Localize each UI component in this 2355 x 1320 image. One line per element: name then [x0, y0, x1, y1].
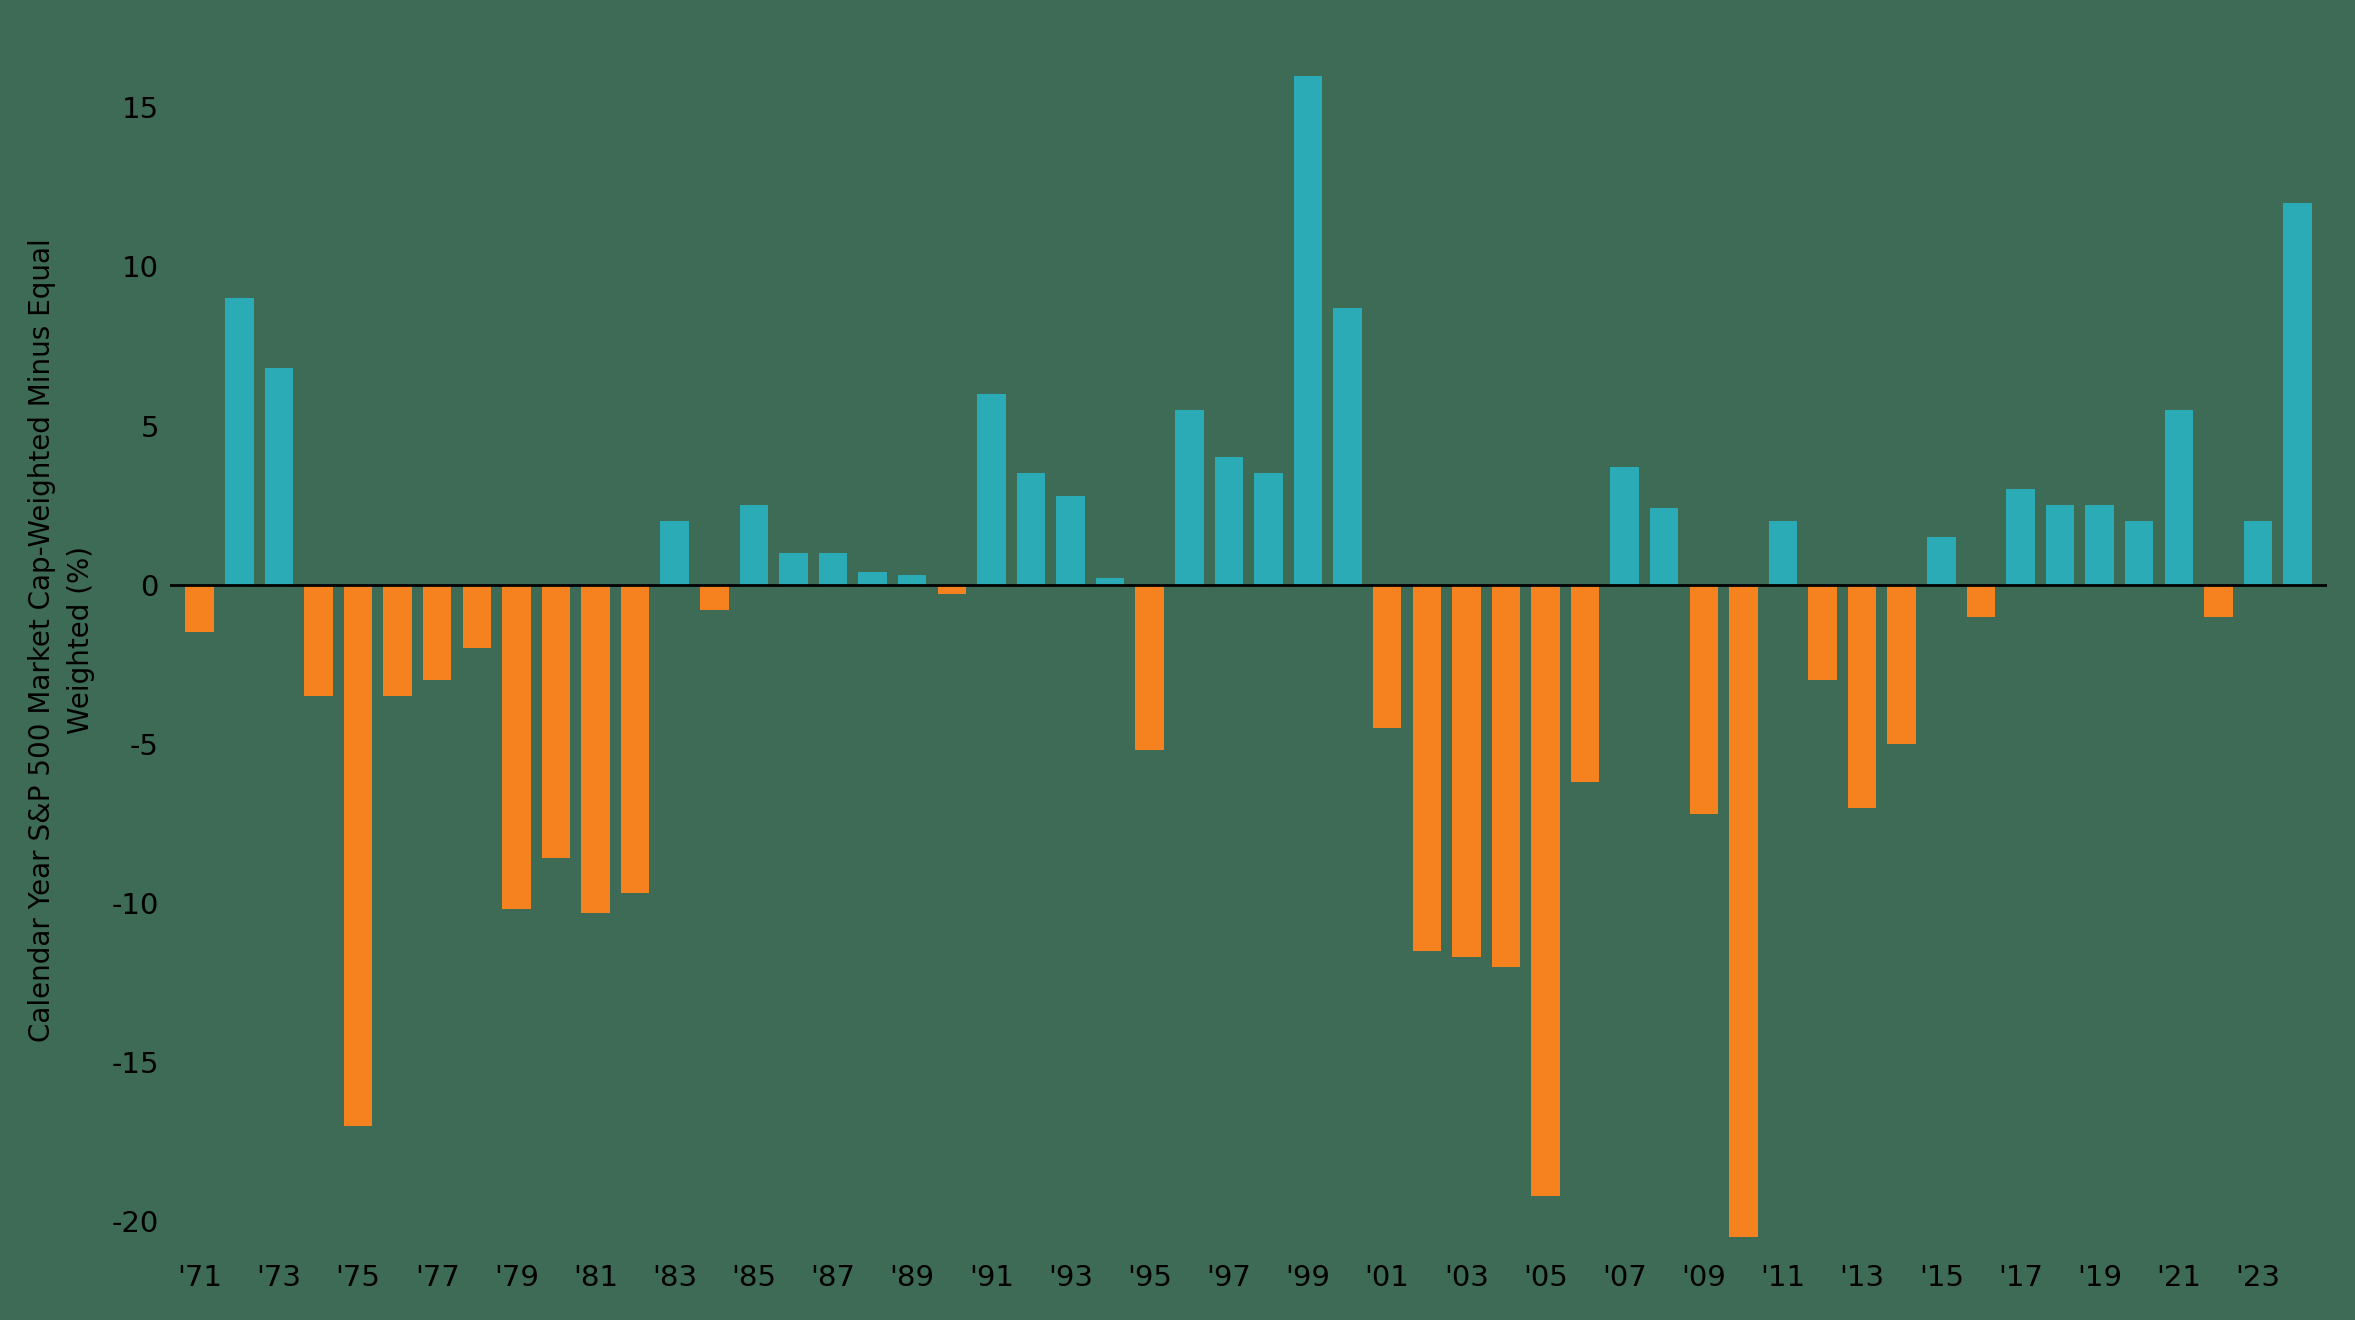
Bar — [2046, 506, 2075, 585]
Bar — [820, 553, 848, 585]
Bar — [1611, 467, 1639, 585]
Bar — [304, 585, 332, 696]
Bar — [699, 585, 728, 610]
Bar — [2087, 506, 2115, 585]
Bar — [1215, 458, 1243, 585]
Bar — [1729, 585, 1757, 1237]
Bar — [1571, 585, 1599, 781]
Bar — [1966, 585, 1995, 616]
Bar — [1333, 308, 1361, 585]
Bar — [2204, 585, 2233, 616]
Bar — [1057, 495, 1086, 585]
Bar — [1293, 75, 1321, 585]
Bar — [582, 585, 610, 912]
Bar — [857, 572, 888, 585]
Bar — [739, 506, 768, 585]
Bar — [897, 576, 926, 585]
Bar — [1651, 508, 1679, 585]
Bar — [659, 521, 690, 585]
Bar — [937, 585, 966, 594]
Bar — [1689, 585, 1719, 814]
Bar — [2284, 203, 2313, 585]
Y-axis label: Calendar Year S&P 500 Market Cap-Weighted Minus Equal
Weighted (%): Calendar Year S&P 500 Market Cap-Weighte… — [28, 239, 94, 1043]
Bar — [186, 585, 214, 632]
Bar — [1886, 585, 1917, 744]
Bar — [1926, 537, 1955, 585]
Bar — [2124, 521, 2152, 585]
Bar — [542, 585, 570, 858]
Bar — [977, 393, 1006, 585]
Bar — [424, 585, 452, 680]
Bar — [780, 553, 808, 585]
Bar — [1095, 578, 1123, 585]
Bar — [1017, 474, 1046, 585]
Bar — [1769, 521, 1797, 585]
Bar — [1255, 474, 1283, 585]
Bar — [502, 585, 530, 909]
Bar — [264, 368, 292, 585]
Bar — [622, 585, 650, 894]
Bar — [1809, 585, 1837, 680]
Bar — [1373, 585, 1401, 727]
Bar — [1491, 585, 1521, 966]
Bar — [1135, 585, 1163, 750]
Bar — [2006, 490, 2035, 585]
Bar — [344, 585, 372, 1126]
Bar — [2164, 409, 2193, 585]
Bar — [1413, 585, 1441, 950]
Bar — [1849, 585, 1877, 808]
Bar — [1453, 585, 1481, 957]
Bar — [1531, 585, 1559, 1196]
Bar — [1175, 409, 1203, 585]
Bar — [226, 298, 254, 585]
Bar — [462, 585, 492, 648]
Bar — [384, 585, 412, 696]
Bar — [2244, 521, 2273, 585]
